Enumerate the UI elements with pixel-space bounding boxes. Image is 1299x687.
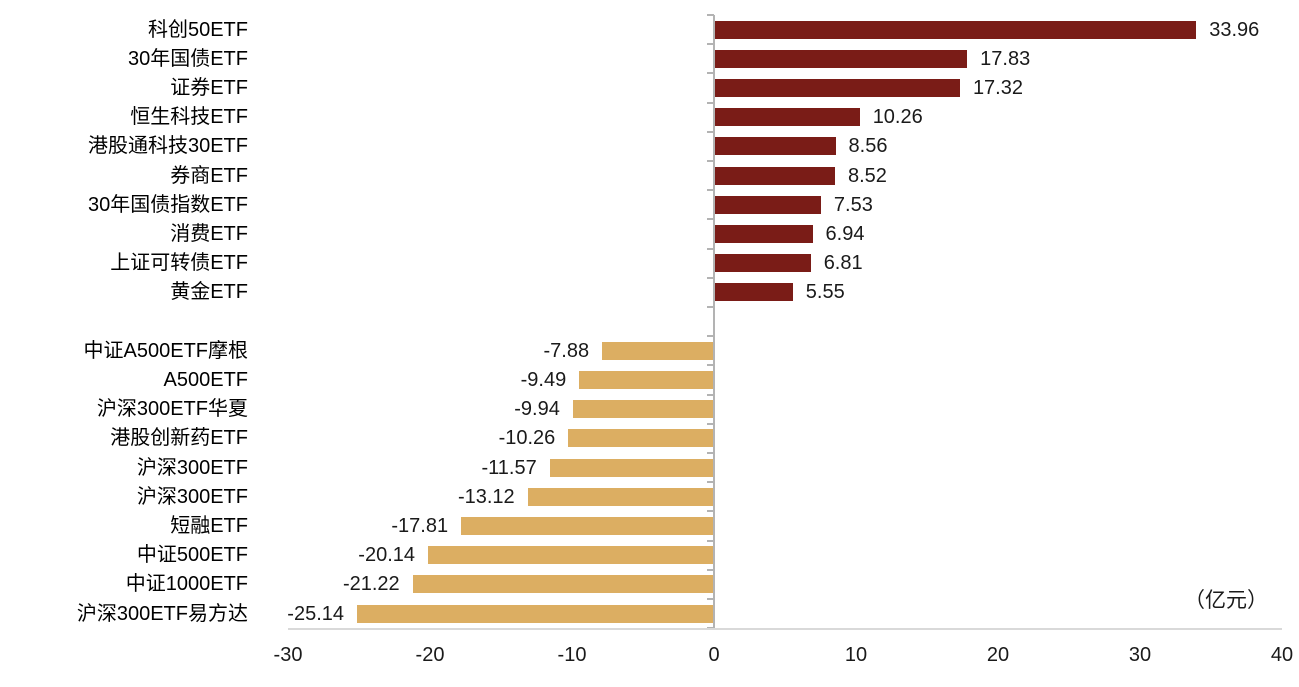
x-tick-label: 40: [1270, 644, 1294, 666]
category-label: 沪深300ETF: [136, 485, 248, 508]
category-label: 30年国债ETF: [127, 47, 248, 70]
axis-tick: [707, 276, 714, 279]
value-label: -17.81: [391, 515, 449, 537]
value-label: 17.83: [980, 47, 1031, 70]
bar-negative: [549, 458, 714, 477]
x-tick-label: 20: [986, 644, 1010, 666]
bar-negative: [572, 400, 714, 419]
value-label: -13.12: [457, 485, 515, 508]
value-label: -9.49: [520, 369, 567, 391]
bar-positive: [714, 283, 793, 302]
bar-negative: [527, 487, 714, 506]
bar-positive: [714, 137, 836, 156]
axis-tick: [707, 14, 714, 16]
axis-tick: [707, 335, 714, 338]
x-tick-label: -20: [415, 644, 445, 666]
bar-positive: [714, 20, 1197, 39]
axis-tick: [707, 539, 714, 542]
category-label: 中证1000ETF: [125, 573, 248, 596]
axis-tick: [707, 422, 714, 425]
category-label: 港股创新药ETF: [110, 427, 248, 450]
category-label: 短融ETF: [170, 515, 248, 537]
category-label: A500ETF: [163, 369, 248, 391]
axis-tick: [707, 481, 714, 484]
value-label: 33.96: [1209, 18, 1260, 41]
value-label: 7.53: [833, 193, 873, 216]
value-label: 6.81: [823, 252, 863, 275]
x-axis-line: [288, 628, 1282, 631]
value-label: 10.26: [872, 106, 923, 129]
axis-tick: [707, 160, 714, 162]
x-tick-label: 0: [708, 644, 720, 666]
category-label: 科创50ETF: [147, 18, 248, 41]
bar-positive: [714, 108, 860, 127]
axis-tick: [707, 510, 714, 513]
bar-positive: [714, 166, 835, 185]
value-label: 17.32: [972, 77, 1023, 99]
x-tick-label: 30: [1128, 644, 1152, 666]
value-label: -25.14: [287, 602, 344, 625]
category-label: 沪深300ETF华夏: [96, 398, 248, 421]
axis-tick: [707, 218, 714, 221]
axis-tick: [707, 364, 714, 367]
bar-negative: [461, 517, 714, 535]
value-label: 8.52: [847, 164, 887, 187]
value-label: -10.26: [498, 427, 556, 450]
axis-tick: [707, 130, 714, 133]
bar-negative: [602, 341, 714, 360]
bar-negative: [579, 371, 714, 389]
category-label: 黄金ETF: [170, 281, 248, 304]
category-label: 恒生科技ETF: [130, 106, 248, 129]
axis-unit-label: （亿元）: [1184, 589, 1268, 612]
bar-negative: [357, 604, 714, 623]
value-label: 5.55: [805, 281, 845, 304]
category-label: 证券ETF: [170, 77, 248, 99]
value-label: 8.56: [848, 135, 888, 158]
value-label: 6.94: [825, 223, 865, 245]
axis-tick: [707, 393, 714, 396]
category-label: 沪深300ETF: [136, 456, 248, 479]
category-label: 港股通科技30ETF: [87, 135, 248, 158]
category-label: 沪深300ETF易方达: [76, 602, 248, 625]
value-label: -11.57: [481, 456, 537, 479]
category-label: 上证可转债ETF: [110, 252, 248, 275]
x-tick-label: -10: [557, 644, 587, 666]
bar-positive: [714, 79, 960, 97]
axis-tick: [707, 101, 714, 104]
bar-negative: [412, 575, 714, 594]
bar-positive: [714, 49, 968, 68]
bar-positive: [714, 195, 821, 214]
bar-negative: [428, 546, 714, 565]
value-label: -9.94: [514, 398, 560, 421]
value-label: -20.14: [358, 544, 415, 567]
bar-negative: [568, 429, 714, 448]
category-label: 中证500ETF: [136, 544, 248, 567]
axis-tick: [707, 452, 714, 454]
bar-positive: [714, 225, 813, 243]
axis-tick: [707, 247, 714, 250]
category-label: 中证A500ETF摩根: [83, 339, 248, 362]
axis-tick: [707, 43, 714, 46]
category-label: 30年国债指数ETF: [87, 193, 248, 216]
category-label: 券商ETF: [170, 164, 248, 187]
axis-tick: [707, 568, 714, 571]
zero-axis-line: [713, 15, 715, 629]
x-tick-label: 10: [844, 644, 868, 666]
axis-tick: [707, 189, 714, 192]
bar-positive: [714, 254, 811, 273]
category-label: 消费ETF: [170, 223, 248, 245]
axis-tick: [707, 72, 714, 75]
axis-tick: [707, 306, 714, 308]
value-label: -7.88: [543, 339, 590, 362]
axis-tick: [707, 598, 714, 600]
value-label: -21.22: [342, 573, 400, 596]
x-tick-label: -30: [273, 644, 303, 666]
